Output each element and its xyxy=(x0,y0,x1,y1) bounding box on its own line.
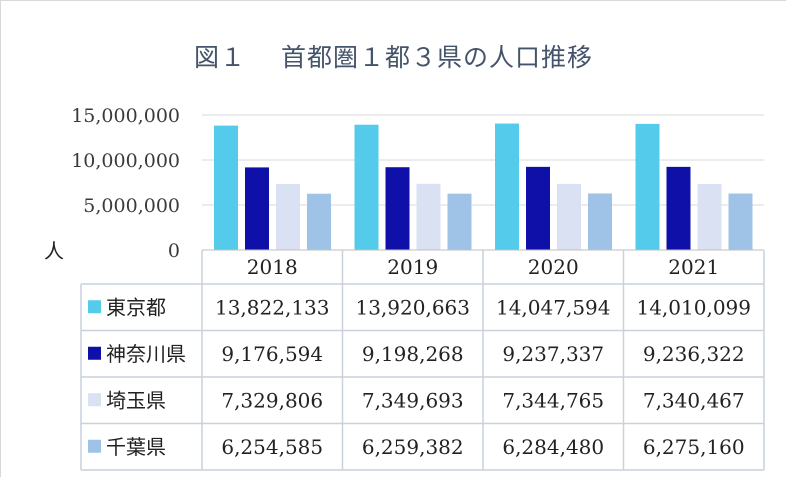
y-tick-label: 5,000,000 xyxy=(83,195,180,217)
bar xyxy=(307,193,331,250)
data-label: 9,237,337 xyxy=(502,342,604,366)
y-tick-label: 0 xyxy=(168,240,180,262)
bar xyxy=(276,184,300,250)
bar xyxy=(728,193,753,250)
data-label: 7,329,806 xyxy=(221,388,323,412)
bar xyxy=(635,123,660,250)
legend-entry: 埼玉県 xyxy=(106,388,166,412)
bar xyxy=(214,125,238,250)
bar xyxy=(526,166,550,250)
data-label: 14,047,594 xyxy=(496,295,611,319)
data-label: 14,010,099 xyxy=(636,295,751,319)
x-tick-label: 2020 xyxy=(528,255,579,279)
bar xyxy=(416,183,441,250)
x-tick-label: 2021 xyxy=(668,255,719,279)
data-label: 6,284,480 xyxy=(502,435,604,459)
x-tick-label: 2019 xyxy=(387,255,438,279)
data-label: 6,259,382 xyxy=(362,435,464,459)
legend-entry: 千葉県 xyxy=(106,435,166,459)
y-tick-label: 15,000,000 xyxy=(71,105,180,127)
chart-title: 図１ 首都圏１都３県の人口推移 xyxy=(194,43,593,72)
bar xyxy=(447,193,472,250)
data-label: 7,344,765 xyxy=(502,388,604,412)
legend-swatch xyxy=(88,393,101,407)
bar xyxy=(245,167,269,250)
bar xyxy=(354,124,379,250)
bar xyxy=(588,193,612,250)
data-label: 9,176,594 xyxy=(221,342,323,366)
data-label: 7,349,693 xyxy=(362,388,464,412)
data-label: 7,340,467 xyxy=(643,388,745,412)
y-axis-label: 人 xyxy=(44,239,64,263)
bar xyxy=(495,123,519,250)
data-label: 9,236,322 xyxy=(643,342,745,366)
y-tick-label: 10,000,000 xyxy=(71,150,180,172)
y-axis: 15,000,000 10,000,000 5,000,000 0 人 xyxy=(44,105,180,263)
data-label: 9,198,268 xyxy=(362,342,464,366)
legend-swatch xyxy=(88,439,101,453)
legend-entry: 神奈川県 xyxy=(106,342,186,366)
data-label: 6,275,160 xyxy=(643,435,745,459)
bar xyxy=(666,166,691,250)
x-tick-label: 2018 xyxy=(247,255,298,279)
bars xyxy=(214,123,753,250)
data-label: 13,822,133 xyxy=(215,295,330,319)
legend-swatch xyxy=(88,300,101,314)
legend-entry: 東京都 xyxy=(106,295,166,319)
bar xyxy=(557,183,581,250)
data-table: 2018 2019 2020 2021 東京都 13,822,133 13,920,663 1… xyxy=(80,249,765,471)
legend-swatch xyxy=(88,346,101,360)
data-label: 13,920,663 xyxy=(355,295,470,319)
bar xyxy=(385,167,410,250)
data-label: 6,254,585 xyxy=(221,435,323,459)
bar xyxy=(697,183,722,250)
